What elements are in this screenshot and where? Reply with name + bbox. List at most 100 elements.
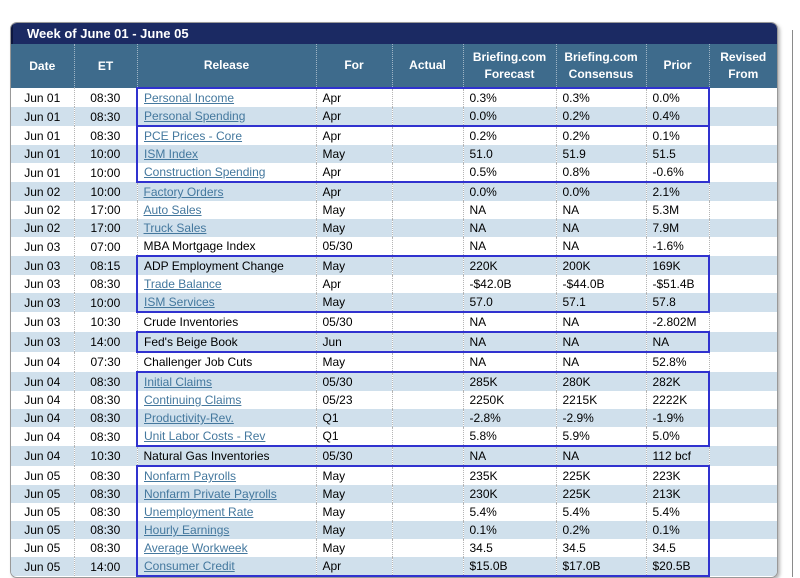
for-cell: May xyxy=(316,352,392,372)
prior-cell: 2222K xyxy=(646,391,709,409)
for-cell: 05/23 xyxy=(316,391,392,409)
release-cell: Truck Sales xyxy=(137,219,316,237)
release-link[interactable]: Unemployment Rate xyxy=(144,505,253,519)
release-cell: Construction Spending xyxy=(137,163,316,182)
for-cell: 05/30 xyxy=(316,237,392,256)
prior-cell: 0.0% xyxy=(646,88,709,107)
actual-cell xyxy=(392,521,463,539)
forecast-cell: 57.0 xyxy=(463,293,556,312)
release-link[interactable]: Nonfarm Payrolls xyxy=(144,469,236,483)
actual-cell xyxy=(392,107,463,126)
consensus-cell: 225K xyxy=(556,466,646,485)
consensus-cell: NA xyxy=(556,201,646,219)
column-header-revised-from: Revised From xyxy=(709,44,777,88)
column-header-briefing-forecast: Briefing.com Forecast xyxy=(463,44,556,88)
time-cell: 08:30 xyxy=(74,427,137,446)
consensus-cell: 0.8% xyxy=(556,163,646,182)
time-cell: 08:30 xyxy=(74,126,137,145)
actual-cell xyxy=(392,372,463,391)
prior-cell: 213K xyxy=(646,485,709,503)
time-cell: 08:30 xyxy=(74,88,137,107)
actual-cell xyxy=(392,391,463,409)
release-link[interactable]: Nonfarm Private Payrolls xyxy=(144,487,277,501)
consensus-cell: 51.9 xyxy=(556,145,646,163)
table-row: Jun 04 08:30 Initial Claims 05/30 285K 2… xyxy=(11,372,777,391)
release-link[interactable]: Auto Sales xyxy=(144,203,202,217)
actual-cell xyxy=(392,446,463,466)
release-label: Challenger Job Cuts xyxy=(144,355,253,369)
for-cell: 05/30 xyxy=(316,446,392,466)
release-cell: ISM Index xyxy=(137,145,316,163)
time-cell: 10:00 xyxy=(74,163,137,182)
actual-cell xyxy=(392,539,463,557)
table-row: Jun 05 08:30 Hourly Earnings May 0.1% 0.… xyxy=(11,521,777,539)
actual-cell xyxy=(392,275,463,293)
column-header-actual: Actual xyxy=(392,44,463,88)
consensus-cell: $17.0B xyxy=(556,557,646,576)
for-cell: May xyxy=(316,539,392,557)
time-cell: 08:30 xyxy=(74,521,137,539)
actual-cell xyxy=(392,503,463,521)
release-link[interactable]: ISM Index xyxy=(144,147,198,161)
release-link[interactable]: Trade Balance xyxy=(144,277,222,291)
table-row: Jun 03 08:30 Trade Balance Apr -$42.0B -… xyxy=(11,275,777,293)
date-cell: Jun 05 xyxy=(11,557,74,576)
prior-cell: 34.5 xyxy=(646,539,709,557)
date-cell: Jun 01 xyxy=(11,107,74,126)
revised-cell xyxy=(709,427,777,446)
release-link[interactable]: Hourly Earnings xyxy=(144,523,229,537)
release-cell: Consumer Credit xyxy=(137,557,316,576)
column-header-prior: Prior xyxy=(646,44,709,88)
release-link[interactable]: Personal Spending xyxy=(144,109,245,123)
release-link[interactable]: Continuing Claims xyxy=(144,393,241,407)
for-cell: May xyxy=(316,256,392,275)
prior-cell: 0.1% xyxy=(646,126,709,145)
release-label: ADP Employment Change xyxy=(144,259,284,273)
release-link[interactable]: Productivity-Rev. xyxy=(144,411,234,425)
release-link[interactable]: Factory Orders xyxy=(144,185,224,199)
release-link[interactable]: Personal Income xyxy=(144,91,234,105)
for-cell: May xyxy=(316,485,392,503)
table-row: Jun 01 10:00 Construction Spending Apr 0… xyxy=(11,163,777,182)
time-cell: 08:30 xyxy=(74,503,137,521)
consensus-cell: 0.2% xyxy=(556,126,646,145)
release-link[interactable]: Consumer Credit xyxy=(144,559,235,573)
release-link[interactable]: Average Workweek xyxy=(144,541,248,555)
for-cell: Q1 xyxy=(316,427,392,446)
revised-cell xyxy=(709,219,777,237)
table-row: Jun 04 10:30 Natural Gas Inventories 05/… xyxy=(11,446,777,466)
release-link[interactable]: ISM Services xyxy=(144,295,215,309)
date-cell: Jun 03 xyxy=(11,275,74,293)
release-cell: Productivity-Rev. xyxy=(137,409,316,427)
release-link[interactable]: Unit Labor Costs - Rev xyxy=(144,429,265,443)
prior-cell: 223K xyxy=(646,466,709,485)
table-row: Jun 02 10:00 Factory Orders Apr 0.0% 0.0… xyxy=(11,182,777,201)
consensus-cell: NA xyxy=(556,312,646,332)
for-cell: May xyxy=(316,293,392,312)
table-row: Jun 01 08:30 Personal Income Apr 0.3% 0.… xyxy=(11,88,777,107)
date-cell: Jun 03 xyxy=(11,256,74,275)
for-cell: Apr xyxy=(316,107,392,126)
actual-cell xyxy=(392,293,463,312)
prior-cell: 0.4% xyxy=(646,107,709,126)
actual-cell xyxy=(392,145,463,163)
table-row: Jun 05 08:30 Nonfarm Payrolls May 235K 2… xyxy=(11,466,777,485)
prior-cell: -1.6% xyxy=(646,237,709,256)
date-cell: Jun 02 xyxy=(11,201,74,219)
consensus-cell: -$44.0B xyxy=(556,275,646,293)
time-cell: 08:30 xyxy=(74,485,137,503)
revised-cell xyxy=(709,145,777,163)
forecast-cell: 0.5% xyxy=(463,163,556,182)
time-cell: 07:00 xyxy=(74,237,137,256)
revised-cell xyxy=(709,293,777,312)
release-link[interactable]: PCE Prices - Core xyxy=(144,129,242,143)
for-cell: 05/30 xyxy=(316,372,392,391)
release-link[interactable]: Initial Claims xyxy=(144,375,212,389)
release-link[interactable]: Truck Sales xyxy=(144,221,207,235)
revised-cell xyxy=(709,126,777,145)
prior-cell: -0.6% xyxy=(646,163,709,182)
revised-cell xyxy=(709,391,777,409)
date-cell: Jun 01 xyxy=(11,88,74,107)
release-link[interactable]: Construction Spending xyxy=(144,165,265,179)
consensus-cell: NA xyxy=(556,237,646,256)
